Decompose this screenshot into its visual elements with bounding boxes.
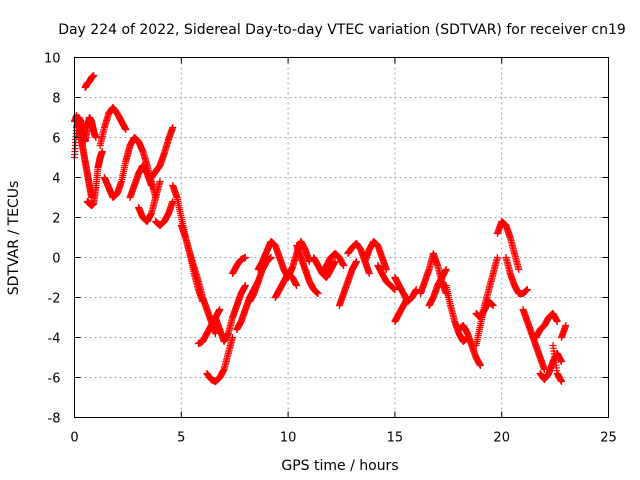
data-point [122,126,130,133]
x-tick-label: 25 [600,431,617,446]
data-point [169,124,177,131]
y-tick-label: -6 [48,372,61,387]
data-point [404,294,412,301]
tick-layer: 0 5 10 15 20 25 -8 -6 -4 -2 0 2 4 6 8 10 [44,52,617,446]
data-point [515,266,523,273]
data-point [553,318,561,325]
y-tick-label: 2 [52,212,60,227]
data-point [241,282,249,289]
data-point [147,182,155,189]
data-point [156,178,164,185]
data-point [92,134,100,141]
x-tick-label: 10 [280,431,297,446]
data-point [442,266,450,273]
y-tick-label: 6 [52,132,60,147]
x-tick-label: 15 [387,431,404,446]
chart-title: Day 224 of 2022, Sidereal Day-to-day VTE… [58,22,626,38]
x-tick-label: 5 [177,431,185,446]
data-point [562,322,570,329]
y-tick-label: 4 [52,172,60,187]
data-point [229,334,237,341]
y-tick-label: 10 [44,52,61,67]
data-point [241,254,249,261]
data-point [391,286,399,293]
data-point [293,282,301,289]
x-tick-label: 20 [493,431,510,446]
data-point [305,258,313,265]
data-point [216,306,224,313]
data-point [331,258,339,265]
data-point [493,254,501,261]
y-tick-label: 0 [52,252,60,267]
data-point [98,148,106,155]
data-point [340,262,348,269]
data-point [365,270,373,277]
plot-frame [74,57,609,418]
y-tick-label: 8 [52,92,60,107]
data-point [523,286,531,293]
data-point [558,358,566,365]
data-point [90,72,98,79]
data-point [352,258,360,265]
y-tick-label: -4 [48,332,61,347]
y-axis-title: SDTVAR / TECUs [6,181,22,296]
data-point [382,266,390,273]
y-tick-label: -8 [48,412,61,427]
data-point [489,302,497,309]
data-point [267,254,275,261]
data-layer [71,72,570,385]
x-tick-label: 0 [70,431,78,446]
data-point [314,290,322,297]
y-tick-label: -2 [48,292,61,307]
grid-layer [74,57,609,418]
data-point [558,378,566,385]
x-axis-title: GPS time / hours [281,458,398,474]
data-point [476,362,484,369]
